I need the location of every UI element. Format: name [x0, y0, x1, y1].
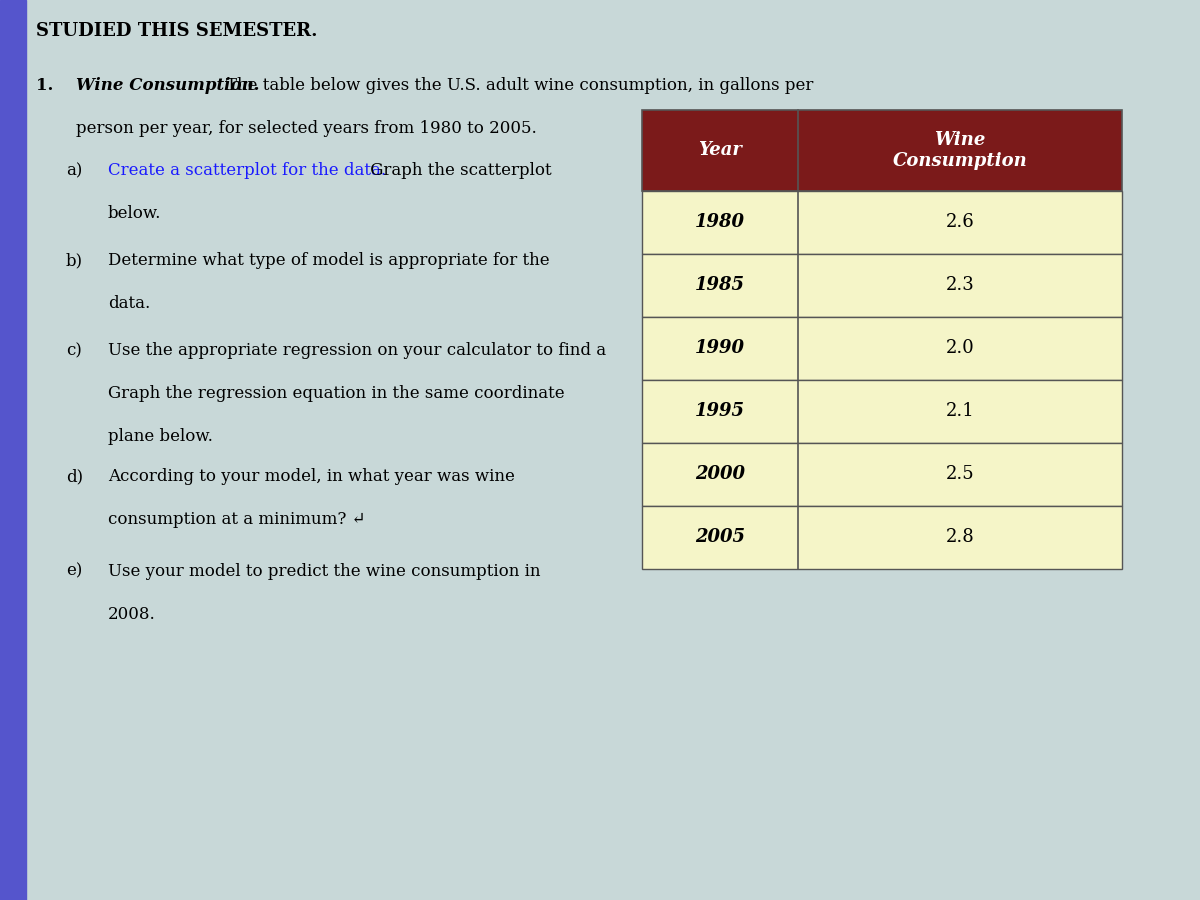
Text: consumption at a minimum? ↵: consumption at a minimum? ↵: [108, 511, 366, 528]
Bar: [642, 506, 1122, 569]
Text: c): c): [66, 342, 82, 359]
Bar: [642, 110, 1122, 191]
Text: 1985: 1985: [695, 276, 745, 294]
Bar: [642, 380, 1122, 443]
Text: The table below gives the U.S. adult wine consumption, in gallons per: The table below gives the U.S. adult win…: [226, 76, 812, 94]
Bar: [642, 443, 1122, 506]
Text: 2008.: 2008.: [108, 606, 156, 623]
Text: d): d): [66, 468, 83, 485]
Text: 2.8: 2.8: [946, 528, 974, 546]
Text: 2.6: 2.6: [946, 213, 974, 231]
Text: data.: data.: [108, 295, 150, 312]
Text: b): b): [66, 252, 83, 269]
Text: 2.5: 2.5: [946, 465, 974, 483]
Text: below.: below.: [108, 205, 161, 222]
Text: Wine Consumption.: Wine Consumption.: [76, 76, 259, 94]
Text: e): e): [66, 562, 83, 580]
Text: a): a): [66, 162, 83, 179]
Text: Wine
Consumption: Wine Consumption: [893, 130, 1027, 170]
Text: 2.1: 2.1: [946, 402, 974, 420]
Text: STUDIED THIS SEMESTER.: STUDIED THIS SEMESTER.: [36, 22, 318, 40]
Text: 1995: 1995: [695, 402, 745, 420]
Text: 1.: 1.: [36, 76, 53, 94]
Text: person per year, for selected years from 1980 to 2005.: person per year, for selected years from…: [76, 120, 536, 137]
Bar: [642, 254, 1122, 317]
Text: Graph the regression equation in the same coordinate: Graph the regression equation in the sam…: [108, 385, 565, 402]
Text: Use the appropriate regression on your calculator to find a: Use the appropriate regression on your c…: [108, 342, 606, 359]
Text: Graph the scatterplot: Graph the scatterplot: [365, 162, 552, 179]
Text: According to your model, in what year was wine: According to your model, in what year wa…: [108, 468, 515, 485]
Bar: [642, 191, 1122, 254]
Text: 2000: 2000: [695, 465, 745, 483]
Text: Year: Year: [698, 141, 742, 159]
Text: 2.3: 2.3: [946, 276, 974, 294]
Text: plane below.: plane below.: [108, 428, 212, 446]
Text: 1990: 1990: [695, 339, 745, 357]
Text: 2005: 2005: [695, 528, 745, 546]
Text: 2.0: 2.0: [946, 339, 974, 357]
Text: Create a scatterplot for the data.: Create a scatterplot for the data.: [108, 162, 386, 179]
Bar: [642, 317, 1122, 380]
Text: 1980: 1980: [695, 213, 745, 231]
Text: Use your model to predict the wine consumption in: Use your model to predict the wine consu…: [108, 562, 540, 580]
Text: Determine what type of model is appropriate for the: Determine what type of model is appropri…: [108, 252, 550, 269]
